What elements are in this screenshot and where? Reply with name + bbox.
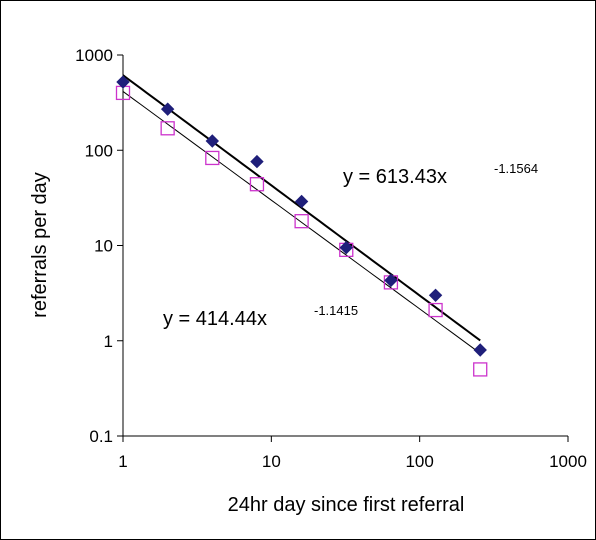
data-point-series-1 [339,240,353,255]
data-points [115,75,488,377]
data-point-series-2 [249,177,265,192]
data-point-series-1 [250,154,264,169]
tick-labels: 0.1 1 10 100 1000 1 10 100 1000 [75,46,587,471]
y-tick-label: 10 [94,237,113,256]
data-point-series-1 [294,194,309,209]
x-tick-label: 10 [262,452,281,471]
data-point-series-2 [428,302,443,318]
data-point-series-1 [428,288,443,303]
equation-series-1: y = 613.43x -1.1564 [343,161,538,188]
x-tick-label: 100 [405,452,433,471]
data-point-series-2 [205,150,220,166]
trendline-series-2 [122,91,481,354]
equation-1-exponent: -1.1564 [494,161,538,176]
equation-1-base: y = 613.43x [343,166,447,188]
data-point-series-2 [473,362,488,377]
x-tick-label: 1 [118,452,127,471]
data-point-series-1 [473,343,487,357]
data-point-series-1 [116,75,130,89]
y-tick-label: 1000 [75,46,113,65]
data-point-series-2 [160,121,175,136]
equation-series-2: y = 414.44x -1.1415 [163,303,358,330]
y-tick-label: 0.1 [89,427,113,446]
data-point-series-1 [384,273,398,288]
data-point-series-1 [205,134,220,148]
data-point-series-2 [294,214,309,229]
y-tick-label: 100 [85,141,113,160]
tick-marks [117,54,569,442]
data-point-series-1 [160,102,175,116]
equation-2-base: y = 414.44x [163,308,267,330]
equation-2-exponent: -1.1415 [314,303,358,318]
x-tick-label: 1000 [549,452,587,471]
y-tick-label: 1 [104,332,113,351]
y-axis-title: referrals per day [29,172,51,318]
x-axis-title: 24hr day since first referral [228,494,465,516]
